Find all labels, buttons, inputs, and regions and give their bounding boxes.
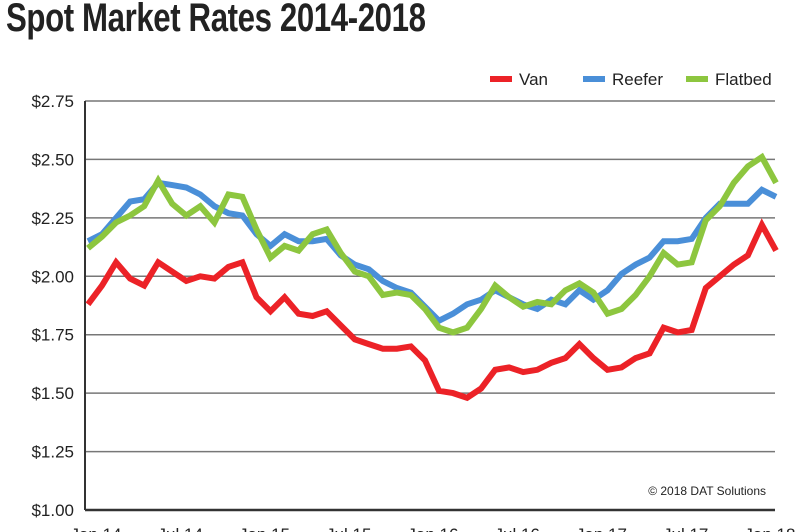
y-tick-label: $1.50 xyxy=(31,384,74,403)
x-tick-label: Jul 16 xyxy=(495,525,540,532)
legend-label-flatbed: Flatbed xyxy=(715,70,772,89)
legend-label-reefer: Reefer xyxy=(612,70,663,89)
y-tick-label: $1.25 xyxy=(31,443,74,462)
series-line-flatbed xyxy=(86,152,779,336)
y-tick-label: $2.50 xyxy=(31,150,74,169)
series-line-van xyxy=(85,218,779,402)
y-tick-label: $2.75 xyxy=(31,92,74,111)
x-tick-label: Jan 14 xyxy=(70,525,121,532)
legend-label-van: Van xyxy=(519,70,548,89)
x-tick-label: Jan 18 xyxy=(744,525,795,532)
x-tick-label: Jan 16 xyxy=(407,525,458,532)
x-tick-label: Jan 17 xyxy=(576,525,627,532)
x-tick-label: Jul 17 xyxy=(663,525,708,532)
copyright-annotation: © 2018 DAT Solutions xyxy=(648,484,766,498)
y-tick-label: $2.25 xyxy=(31,209,74,228)
y-tick-label: $1.75 xyxy=(31,326,74,345)
y-tick-label: $2.00 xyxy=(31,267,74,286)
x-tick-label: Jan 15 xyxy=(239,525,290,532)
y-tick-label: $1.00 xyxy=(31,501,74,520)
series-line-reefer xyxy=(86,179,778,325)
x-tick-label: Jul 14 xyxy=(158,525,203,532)
x-tick-label: Jul 15 xyxy=(326,525,371,532)
chart-title: Spot Market Rates 2014-2018 xyxy=(6,0,426,40)
